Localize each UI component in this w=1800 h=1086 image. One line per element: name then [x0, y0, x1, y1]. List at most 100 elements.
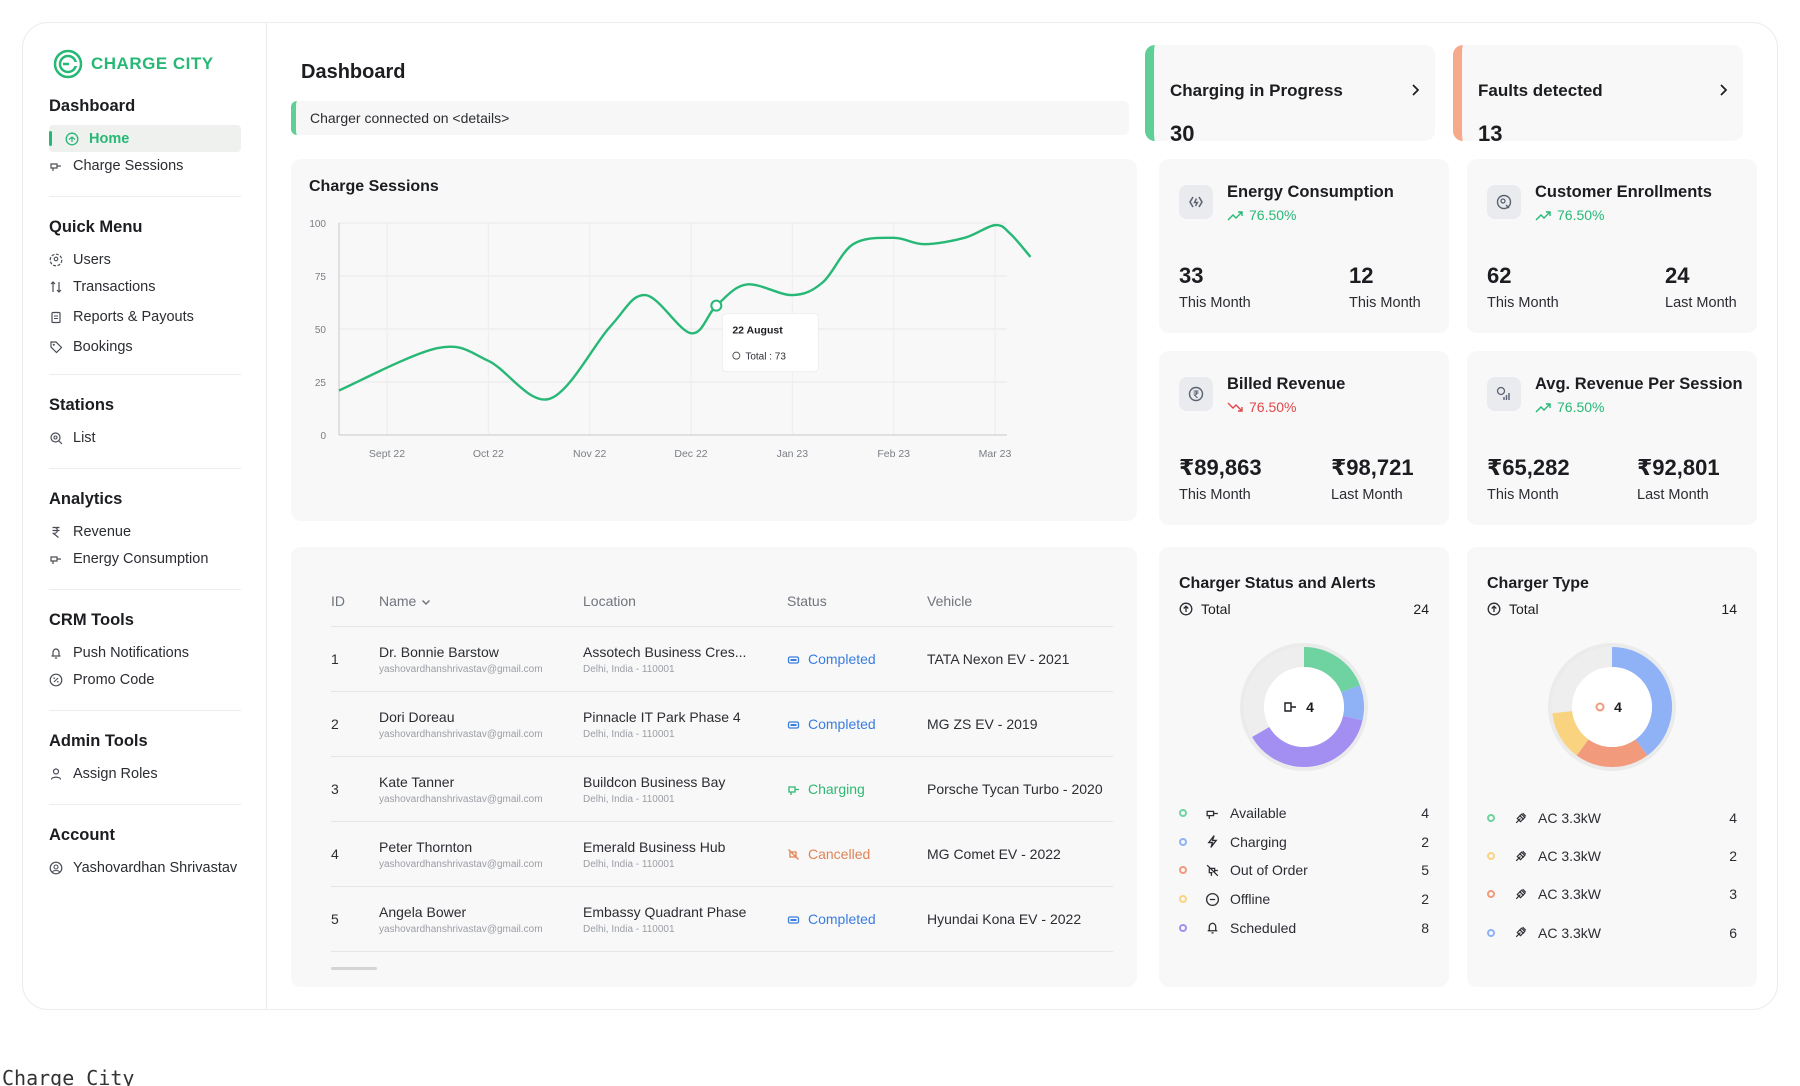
trend-up-icon	[1535, 210, 1551, 220]
horizontal-scrollbar[interactable]	[331, 967, 377, 970]
enrollment-icon	[1487, 185, 1521, 219]
trend-down-icon	[1227, 402, 1243, 412]
legend-label: Out of Order	[1230, 862, 1308, 879]
x-tick-label: Jan 23	[777, 448, 809, 460]
sidebar-item-energy-consumption[interactable]: Energy Consumption	[49, 545, 241, 572]
sidebar-item-label: Revenue	[73, 523, 132, 540]
legend-item[interactable]: AC 3.3kW 2	[1487, 837, 1737, 875]
clipboard-icon	[51, 311, 61, 323]
header-status[interactable]: Status	[787, 592, 827, 609]
sidebar-item-revenue[interactable]: Revenue	[49, 518, 241, 545]
legend-item[interactable]: Scheduled 8	[1179, 913, 1429, 942]
header-name[interactable]: Name	[379, 593, 583, 609]
sidebar-item-push-notifications[interactable]: Push Notifications	[49, 639, 241, 666]
donut-segment[interactable]	[1576, 739, 1648, 767]
station-address: Delhi, India - 110001	[583, 663, 675, 675]
charge-city-logo-icon	[53, 49, 83, 79]
billed-value-2: ₹98,721	[1331, 455, 1414, 480]
station-name: Pinnacle IT Park Phase 4	[583, 708, 741, 725]
legend-item[interactable]: Charging 2	[1179, 828, 1429, 857]
series-line	[338, 223, 1032, 401]
energy-label-1: This Month	[1179, 295, 1251, 311]
donut-segment[interactable]	[1341, 685, 1364, 721]
broken-plug-icon	[1206, 864, 1219, 877]
charging-in-progress-card[interactable]: Charging in Progress 30	[1145, 45, 1435, 146]
sessions-table: ID Name Location Status Vehicle 1 Dr. Bon…	[331, 575, 1113, 952]
legend-item[interactable]: Out of Order 5	[1179, 856, 1429, 885]
charging-status-icon	[788, 785, 799, 795]
y-tick-label: 100	[309, 219, 326, 230]
donut-segment[interactable]	[1303, 647, 1360, 693]
energy-value-2: 12	[1349, 263, 1374, 288]
sidebar-item-transactions[interactable]: Transactions	[49, 273, 241, 300]
sidebar-item-yashovardhan-shrivastav[interactable]: Yashovardhan Shrivastav	[49, 854, 241, 881]
table-row[interactable]: 2 Dori Doreau yashovardhanshrivastav@gmail…	[331, 692, 1113, 757]
charge-sessions-card: Charge Sessions 0 25 50 75 100 Sept 22 Oct 22 N…	[291, 159, 1137, 521]
legend-label: AC 3.3kW	[1538, 810, 1602, 827]
sidebar-item-assign-roles[interactable]: Assign Roles	[49, 760, 241, 787]
faults-detected-card[interactable]: Faults detected 13	[1453, 45, 1743, 146]
billed-title: Billed Revenue	[1227, 375, 1346, 393]
chevron-right-icon[interactable]	[1409, 83, 1421, 97]
table-row[interactable]: 1 Dr. Bonnie Barstow yashovardhanshrivasta…	[331, 627, 1113, 692]
logo[interactable]: CHARGE CITY	[53, 49, 214, 79]
avg-trend-value: 76.50%	[1557, 399, 1605, 415]
header-vehicle[interactable]: Vehicle	[927, 592, 973, 609]
cancelled-status-icon	[788, 848, 799, 860]
cell-id: 2	[331, 716, 339, 732]
donut-segment[interactable]	[1252, 715, 1363, 767]
station-name: Embassy Quadrant Phase	[583, 903, 747, 920]
header-id[interactable]: ID	[331, 592, 345, 609]
charger-type-legend: AC 3.3kW 4 AC 3.3kW 2 AC 3.3kW 3 AC 3.3kW 6	[1487, 799, 1737, 952]
donut-segment[interactable]	[1552, 710, 1589, 756]
sidebar-item-home[interactable]: Home	[49, 125, 241, 152]
chevron-right-icon[interactable]	[1717, 83, 1729, 97]
sidebar-item-bookings[interactable]: Bookings	[49, 333, 241, 360]
station-address: Delhi, India - 110001	[583, 793, 675, 805]
legend-value: 4	[1421, 805, 1429, 822]
charger-status-legend: Available 4 Charging 2 Out of Order 5 Offline 2…	[1179, 799, 1429, 942]
chart-title: Charge Sessions	[309, 178, 439, 195]
plug-icon	[1206, 810, 1218, 819]
legend-item[interactable]: AC 3.3kW 4	[1487, 799, 1737, 837]
cell-status: Completed	[787, 651, 927, 667]
sidebar-item-promo-code[interactable]: Promo Code	[49, 666, 241, 693]
station-name: Emerald Business Hub	[583, 838, 726, 855]
legend-value: 8	[1421, 919, 1429, 936]
tooltip-title: 22 August	[732, 325, 783, 337]
charger-status-total: Total 24	[1179, 601, 1429, 617]
legend-value: 4	[1729, 810, 1737, 827]
table-header: ID Name Location Status Vehicle	[331, 575, 1113, 627]
donut-center-value: 4	[1614, 699, 1622, 715]
legend-item[interactable]: AC 3.3kW 6	[1487, 914, 1737, 952]
cell-name: Angela Bower yashovardhanshrivastav@gmail…	[379, 904, 583, 935]
y-tick-label: 50	[315, 325, 327, 336]
legend-dot	[1487, 852, 1495, 861]
x-tick-label: Mar 23	[979, 448, 1012, 460]
legend-item[interactable]: Available 4	[1179, 799, 1429, 828]
sidebar-item-reports-payouts[interactable]: Reports & Payouts	[49, 303, 241, 330]
table-row[interactable]: 4 Peter Thornton yashovardhanshrivastav@gm…	[331, 822, 1113, 887]
sidebar-item-users[interactable]: Users	[49, 246, 241, 273]
billed-revenue-card: Billed Revenue 76.50% ₹89,863 This Month…	[1159, 351, 1449, 525]
legend-value: 2	[1421, 891, 1429, 908]
logo-text: CHARGE CITY	[91, 54, 214, 73]
header-location[interactable]: Location	[583, 592, 636, 609]
nav-section-title: CRM Tools	[49, 611, 134, 629]
billed-label-2: Last Month	[1331, 487, 1403, 503]
donut-center-value: 4	[1306, 699, 1314, 715]
chart-tooltip: 22 August Total : 73	[721, 313, 819, 373]
donut-halo	[1240, 643, 1368, 771]
donut-segment[interactable]	[1611, 647, 1672, 756]
highlight-point[interactable]	[710, 299, 723, 312]
legend-item[interactable]: Offline 2	[1179, 885, 1429, 914]
nav-section-4: CRM Tools Push Notifications Promo Code	[49, 611, 241, 693]
station-name: Buildcon Business Bay	[583, 773, 726, 790]
status-badge: Completed	[787, 716, 927, 732]
table-row[interactable]: 3 Kate Tanner yashovardhanshrivastav@gmail…	[331, 757, 1113, 822]
legend-item[interactable]: AC 3.3kW 3	[1487, 875, 1737, 913]
table-row[interactable]: 5 Angela Bower yashovardhanshrivastav@gmai…	[331, 887, 1113, 952]
sidebar-item-charge-sessions[interactable]: Charge Sessions	[49, 152, 241, 179]
sidebar-item-list[interactable]: List	[49, 424, 241, 451]
charger-status-card: Charger Status and Alerts Total 24 4 Ava…	[1159, 547, 1449, 987]
